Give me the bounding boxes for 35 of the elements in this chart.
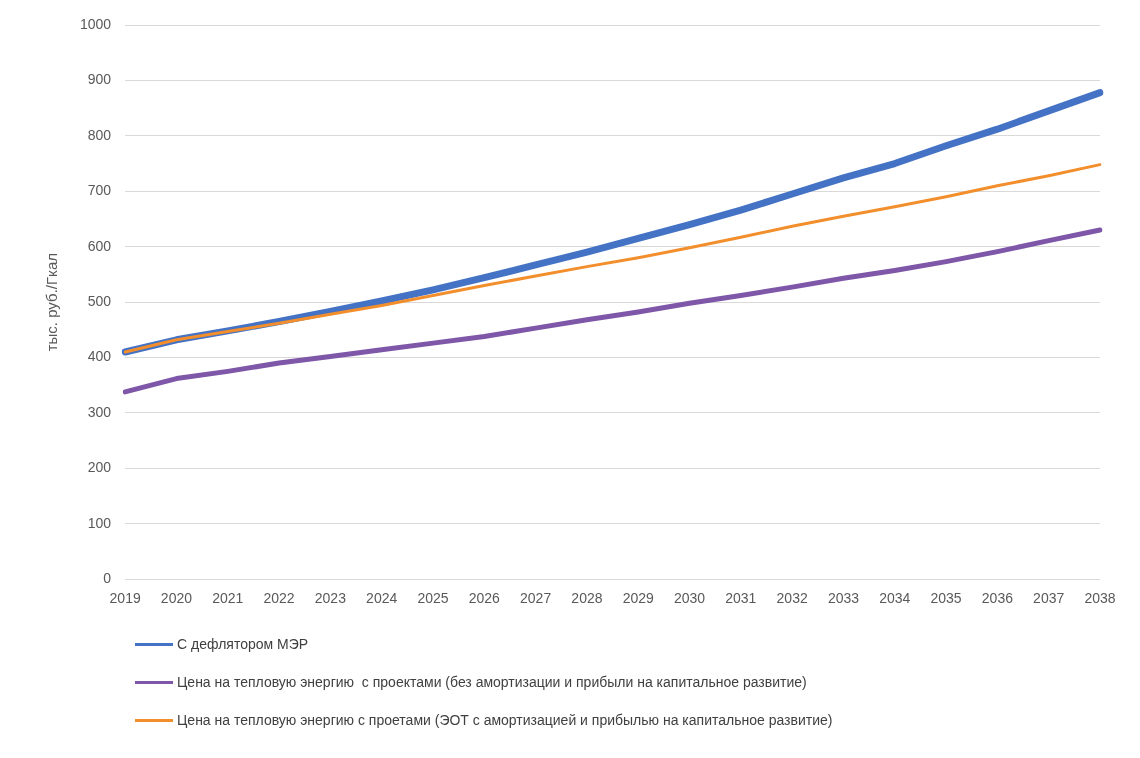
x-tick-label: 2028 bbox=[571, 590, 603, 607]
x-tick-label: 2031 bbox=[725, 590, 757, 607]
x-tick-label: 2021 bbox=[212, 590, 244, 607]
x-tick-label: 2022 bbox=[263, 590, 295, 607]
legend-label: С дефлятором МЭР bbox=[177, 636, 309, 652]
x-tick-label: 2020 bbox=[160, 590, 193, 607]
y-axis-title: тыс. руб./Гкал bbox=[43, 252, 61, 352]
x-tick-label: 2038 bbox=[1084, 590, 1116, 607]
x-tick-label: 2032 bbox=[776, 590, 808, 607]
y-tick-label: 600 bbox=[87, 237, 112, 254]
x-tick-label: 2026 bbox=[468, 590, 501, 607]
y-tick-label: 500 bbox=[87, 292, 112, 309]
y-tick-label: 300 bbox=[87, 403, 112, 420]
x-tick-label: 2037 bbox=[1033, 590, 1065, 607]
y-tick-label: 700 bbox=[87, 182, 112, 199]
y-tick-label: 400 bbox=[87, 348, 112, 365]
x-tick-label: 2023 bbox=[314, 590, 347, 607]
x-tick-label: 2036 bbox=[981, 590, 1014, 607]
x-tick-label: 2019 bbox=[109, 590, 141, 607]
y-tick-label: 900 bbox=[87, 71, 112, 88]
x-tick-label: 2027 bbox=[520, 590, 552, 607]
x-tick-label: 2034 bbox=[879, 590, 911, 607]
legend-label: Цена на тепловую энергию с проетами (ЭОТ с амортизацией и прибылью на капитальное развитие) bbox=[177, 712, 833, 728]
x-tick-label: 2030 bbox=[673, 590, 706, 607]
x-tick-label: 2024 bbox=[366, 590, 398, 607]
legend-label: Цена на тепловую энергию с проектами (без амортизации и прибыли на капитальное развитие) bbox=[177, 674, 807, 690]
x-tick-label: 2025 bbox=[417, 590, 449, 607]
y-tick-label: 100 bbox=[87, 514, 112, 531]
y-tick-label: 1000 bbox=[79, 15, 112, 32]
y-tick-label: 0 bbox=[103, 570, 112, 587]
x-tick-label: 2029 bbox=[622, 590, 655, 607]
y-tick-label: 800 bbox=[87, 126, 112, 143]
y-tick-label: 200 bbox=[87, 459, 112, 476]
x-tick-label: 2033 bbox=[827, 590, 860, 607]
x-tick-label: 2035 bbox=[930, 590, 962, 607]
